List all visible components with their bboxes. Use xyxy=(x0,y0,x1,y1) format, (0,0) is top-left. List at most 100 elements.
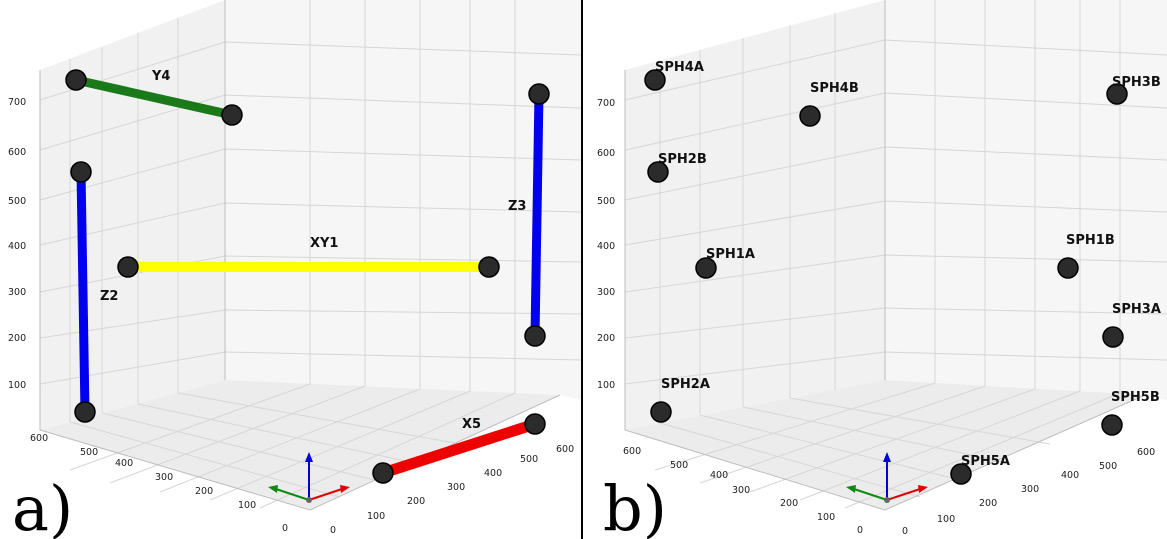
floor-tick: 500 xyxy=(80,447,98,458)
z-tick: 700 xyxy=(597,98,615,109)
right-floor-tick-labels: 0 100 200 300 400 500 600 xyxy=(902,447,1155,537)
right-floor-tick-labels: 0 100 200 300 400 500 600 xyxy=(330,444,574,536)
z-tick: 600 xyxy=(8,147,26,158)
point-label: SPH4B xyxy=(810,81,859,96)
point-sph1a xyxy=(695,257,717,279)
floor-tick: 0 xyxy=(857,525,863,536)
z-tick: 500 xyxy=(597,196,615,207)
point-label: SPH3B xyxy=(1112,75,1161,90)
segment-label-x5: X5 xyxy=(462,417,481,432)
segment-label-xy1: XY1 xyxy=(310,236,338,251)
panel-a: 700 600 500 400 300 200 100 600 500 400 … xyxy=(0,0,583,539)
panel-letter: a) xyxy=(12,472,73,539)
z-tick: 700 xyxy=(8,97,26,108)
y-axis-arrow xyxy=(853,488,888,501)
x-axis-arrow xyxy=(886,488,921,501)
x-axis-arrow xyxy=(308,488,343,501)
point-sph3a xyxy=(1102,326,1124,348)
point-label: SPH3A xyxy=(1112,302,1161,317)
floor-tick: 400 xyxy=(1061,470,1079,481)
point-marker xyxy=(528,83,550,105)
segment-label-z3: Z3 xyxy=(508,199,526,214)
floor-tick: 400 xyxy=(115,458,133,469)
point-marker xyxy=(74,401,96,423)
origin-dot xyxy=(306,497,312,503)
floor-tick: 400 xyxy=(710,470,728,481)
segment-y4 xyxy=(75,75,233,120)
left-floor-tick-labels: 600 500 400 300 200 100 0 xyxy=(30,433,288,534)
segment-label-y4: Y4 xyxy=(151,69,170,84)
floor-tick: 200 xyxy=(780,498,798,509)
floor-pane xyxy=(40,380,560,510)
plot-a: 700 600 500 400 300 200 100 600 500 400 … xyxy=(8,0,581,539)
z-tick: 100 xyxy=(597,380,615,391)
z-tick: 200 xyxy=(8,333,26,344)
z-tick-labels: 700 600 500 400 300 200 100 xyxy=(8,97,26,391)
floor-tick: 600 xyxy=(623,446,641,457)
panel-b: 700 600 500 400 300 200 100 600 500 400 … xyxy=(585,0,1167,539)
floor-pane xyxy=(625,380,1145,510)
segment-x5 xyxy=(381,418,537,479)
plot-b: 700 600 500 400 300 200 100 600 500 400 … xyxy=(597,0,1167,539)
floor-tick: 600 xyxy=(30,433,48,444)
floor-tick: 500 xyxy=(670,460,688,471)
point-label: SPH4A xyxy=(655,60,704,75)
z-tick: 300 xyxy=(597,287,615,298)
point-sph4a xyxy=(644,69,666,91)
segment-z3 xyxy=(530,93,544,337)
point-sph1b xyxy=(1057,257,1079,279)
point-sph2a xyxy=(650,401,672,423)
z-tick: 100 xyxy=(8,380,26,391)
floor-tick: 200 xyxy=(407,496,425,507)
floor-tick: 500 xyxy=(1099,461,1117,472)
floor-tick: 0 xyxy=(282,523,288,534)
segment-z2 xyxy=(76,171,90,413)
right-pane xyxy=(885,0,1167,400)
z-tick: 500 xyxy=(8,196,26,207)
z-tick: 200 xyxy=(597,333,615,344)
point-sph3b xyxy=(1106,83,1128,105)
grid-lines xyxy=(624,0,1167,509)
floor-tick: 0 xyxy=(902,526,908,537)
floor-tick: 100 xyxy=(238,500,256,511)
z-tick: 300 xyxy=(8,287,26,298)
origin-dot xyxy=(884,497,890,503)
floor-tick: 100 xyxy=(367,511,385,522)
floor-tick: 200 xyxy=(979,498,997,509)
z-tick: 400 xyxy=(8,241,26,252)
point-marker xyxy=(70,161,92,183)
z-tick-labels: 700 600 500 400 300 200 100 xyxy=(597,98,615,391)
floor-tick: 300 xyxy=(732,485,750,496)
point-marker xyxy=(478,256,500,278)
point-label: SPH5A xyxy=(961,454,1010,469)
point-sph2b xyxy=(647,161,669,183)
z-tick: 600 xyxy=(597,148,615,159)
z-tick: 400 xyxy=(597,241,615,252)
floor-tick: 600 xyxy=(556,444,574,455)
point-label: SPH2A xyxy=(661,377,710,392)
point-marker xyxy=(221,104,243,126)
y-axis-arrow xyxy=(275,488,310,501)
point-marker xyxy=(524,325,546,347)
floor-tick: 200 xyxy=(195,486,213,497)
point-label: SPH1A xyxy=(706,247,755,262)
left-floor-tick-labels: 600 500 400 300 200 100 0 xyxy=(623,446,863,536)
floor-tick: 500 xyxy=(520,454,538,465)
floor-tick: 400 xyxy=(484,468,502,479)
floor-tick: 300 xyxy=(155,472,173,483)
floor-tick: 100 xyxy=(937,514,955,525)
floor-tick: 300 xyxy=(1021,484,1039,495)
point-marker xyxy=(65,69,87,91)
axis-edges xyxy=(624,70,1146,511)
floor-tick: 0 xyxy=(330,525,336,536)
point-label: SPH5B xyxy=(1111,390,1160,405)
right-pane xyxy=(225,0,581,400)
point-marker xyxy=(372,462,394,484)
point-sph4b xyxy=(799,105,821,127)
axes-triad xyxy=(268,452,350,503)
point-sph5b xyxy=(1101,414,1123,436)
floor-tick: 600 xyxy=(1137,447,1155,458)
floor-tick: 100 xyxy=(817,512,835,523)
left-pane xyxy=(40,0,225,430)
point-label: SPH1B xyxy=(1066,233,1115,248)
